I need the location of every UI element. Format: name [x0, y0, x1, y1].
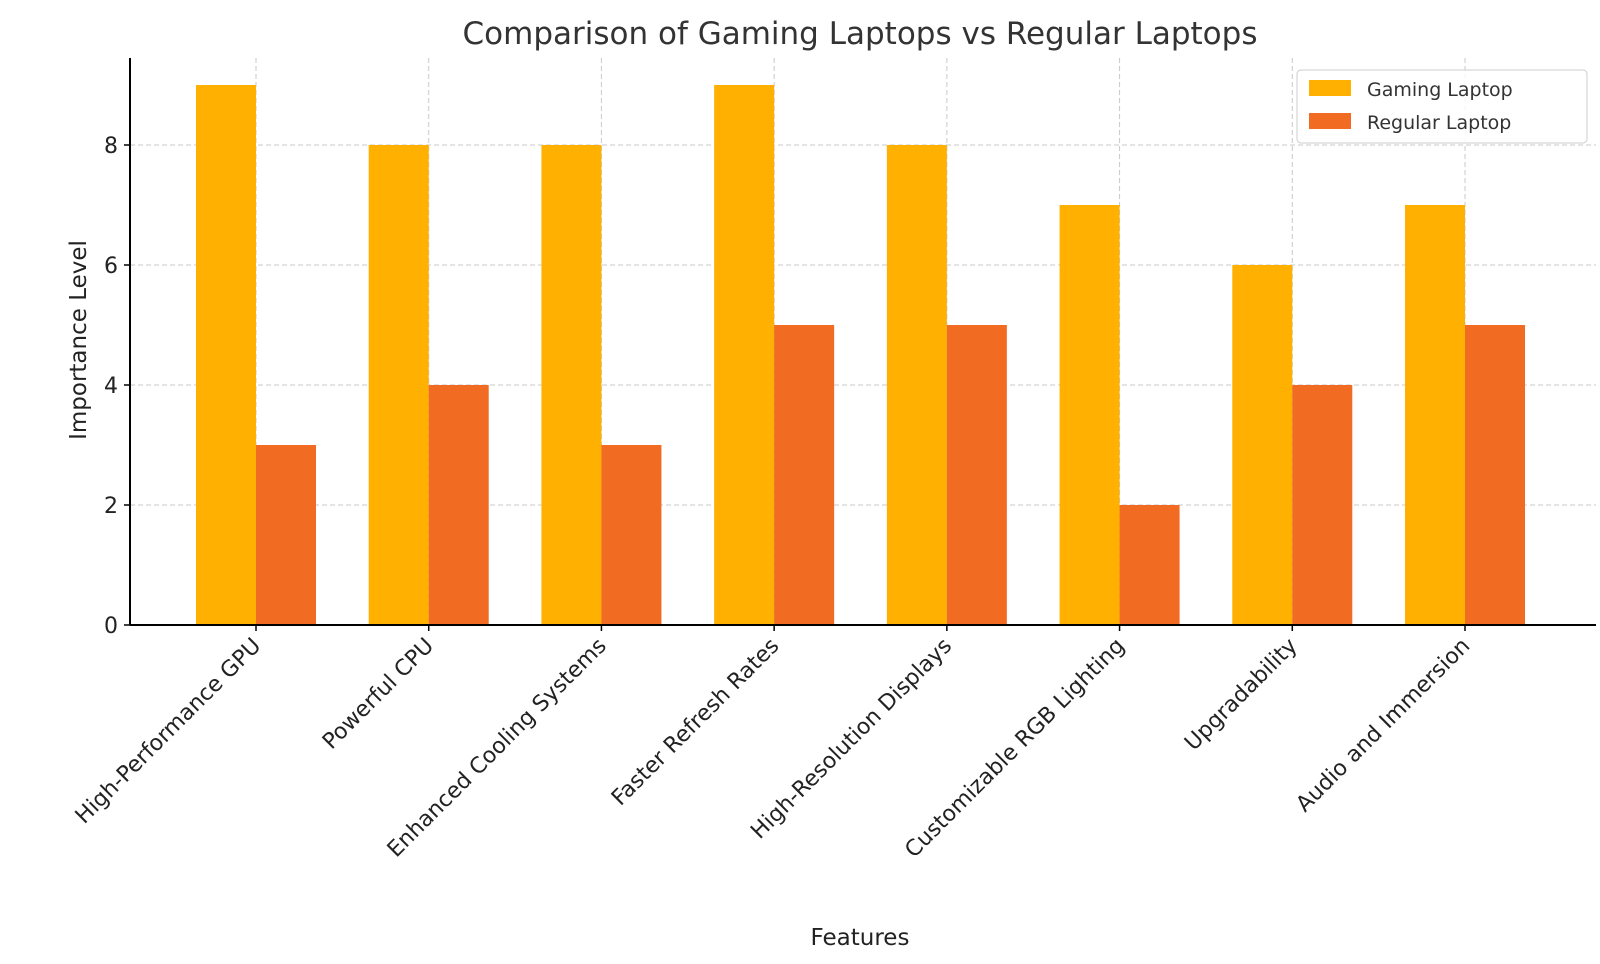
y-tick-label: 4: [104, 374, 118, 399]
y-tick-label: 6: [104, 254, 118, 279]
x-tick-label: High-Resolution Displays: [746, 634, 957, 845]
bar: [774, 325, 835, 625]
bar: [1292, 385, 1353, 625]
axes: [129, 58, 1596, 626]
x-tick-label: High-Performance GPU: [71, 634, 266, 829]
y-axis-label: Importance Level: [66, 240, 92, 440]
bar: [1059, 205, 1120, 625]
y-tick-label: 0: [104, 614, 118, 639]
x-axis-label: Features: [811, 925, 910, 951]
bar: [368, 145, 429, 625]
bar: [1465, 325, 1525, 625]
y-ticks: 0 2 4 6 8: [104, 134, 130, 639]
x-tick-label: Powerful CPU: [318, 634, 439, 755]
bar: [601, 445, 662, 625]
x-tick-label: Upgradability: [1180, 634, 1302, 756]
bar: [428, 385, 489, 625]
bar: [196, 85, 256, 625]
legend-swatch: [1309, 80, 1351, 96]
bar: [946, 325, 1007, 625]
legend-swatch: [1309, 113, 1351, 129]
bars: [196, 85, 1525, 625]
legend-label: Regular Laptop: [1367, 112, 1511, 134]
x-tick-label: Faster Refresh Rates: [607, 634, 784, 811]
legend-label: Gaming Laptop: [1367, 79, 1513, 101]
y-tick-label: 2: [104, 494, 118, 519]
legend: Gaming Laptop Regular Laptop: [1296, 69, 1588, 144]
x-ticks: High-Performance GPU Powerful CPUEnhanced…: [71, 625, 1475, 863]
x-tick-label: Audio and Immersion: [1292, 634, 1476, 818]
bar: [714, 85, 775, 625]
chart-title: Comparison of Gaming Laptops vs Regular …: [463, 16, 1258, 52]
bar: [256, 445, 316, 625]
bar: [886, 145, 947, 625]
bar: [541, 145, 602, 625]
bar: [1405, 205, 1465, 625]
y-tick-label: 8: [104, 134, 118, 159]
bar: [1232, 265, 1293, 625]
bar: [1119, 505, 1180, 625]
legend-box: [1296, 69, 1588, 144]
